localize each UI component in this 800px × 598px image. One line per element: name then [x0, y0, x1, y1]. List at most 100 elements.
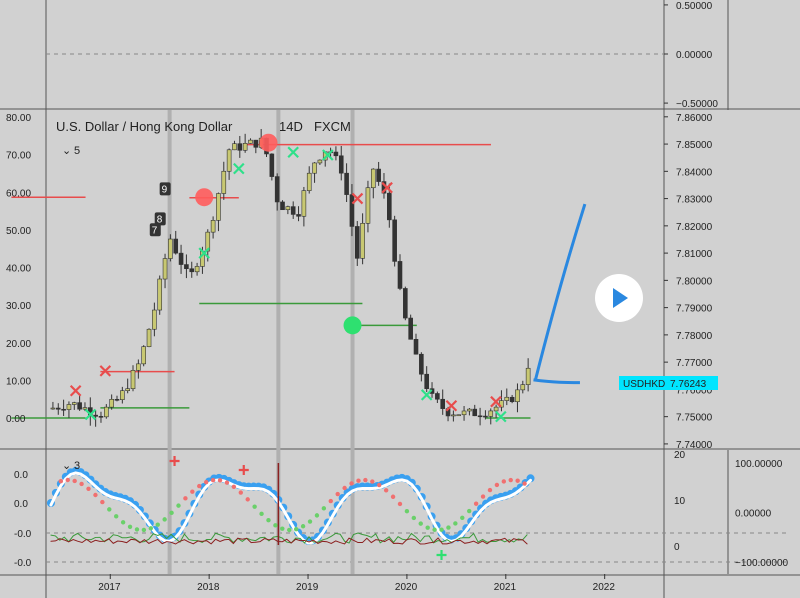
chart-interval: 14D: [279, 119, 303, 134]
candle-body: [189, 268, 195, 273]
osc-mid-tick: 0: [674, 542, 680, 553]
x-tick-label: 2021: [494, 582, 517, 593]
right-tick-label: 7.81000: [676, 249, 713, 260]
event-band: [276, 110, 281, 574]
signal-dot: [183, 496, 188, 501]
candle-body: [274, 176, 280, 203]
candle-body: [280, 201, 285, 211]
count-badge: [154, 212, 166, 226]
sell-x-marker: [445, 399, 458, 412]
candle-body: [520, 384, 526, 391]
candle-body: [488, 410, 494, 417]
signal-dot: [134, 527, 140, 532]
signal-dot: [397, 501, 403, 507]
candle-body: [157, 278, 163, 311]
candle-body: [82, 407, 88, 410]
signal-dot: [487, 487, 493, 493]
signal-dot: [473, 501, 479, 506]
candle-body: [515, 389, 520, 403]
candle-body: [317, 159, 323, 164]
candle-body: [408, 317, 413, 340]
candle-body: [248, 139, 253, 144]
right-tick-label: 7.74000: [676, 440, 713, 451]
osc-collapse-icon[interactable]: ⌄: [62, 460, 71, 472]
candle-body: [349, 194, 355, 227]
candle-body: [226, 149, 232, 172]
candle-body: [104, 406, 109, 418]
candle-body: [152, 309, 157, 330]
signal-dot: [453, 521, 458, 526]
candle-body: [290, 206, 296, 215]
signal-dot: [418, 521, 423, 526]
signal-markers: 78 9: [69, 133, 587, 423]
signal-dot: [79, 481, 84, 487]
candle-body: [354, 226, 360, 259]
right-tick-label: 7.80000: [676, 276, 713, 287]
osc-left-tick: 0.0: [14, 470, 28, 481]
signal-dot: [217, 478, 223, 483]
signal-dot: [515, 478, 520, 483]
candle-body: [253, 139, 259, 148]
candle-body: [493, 406, 499, 412]
candle-body: [184, 264, 189, 270]
event-band: [167, 110, 172, 574]
candle-body: [461, 410, 467, 416]
candle-body: [483, 415, 488, 418]
candle-body: [114, 399, 120, 401]
volume-line-red: [50, 537, 528, 545]
sell-circle-marker: [259, 133, 278, 152]
candle-body: [467, 408, 472, 412]
candle-body: [509, 396, 515, 403]
osc-indicator-count[interactable]: 3: [74, 460, 80, 472]
signal-dot: [231, 484, 237, 490]
osc-left-tick: -0.0: [14, 558, 32, 569]
candle-body: [504, 396, 510, 401]
signal-dot: [467, 508, 472, 514]
signal-dot: [480, 494, 486, 499]
signal-dot: [287, 527, 292, 533]
candle-body: [141, 346, 146, 365]
signal-dot: [148, 526, 154, 531]
volume-line-green: [50, 532, 528, 544]
candle-body: [232, 143, 237, 151]
indicator-collapse-icon[interactable]: ⌄: [62, 145, 71, 157]
count-label: 8: [157, 214, 163, 225]
candle-body: [173, 238, 179, 254]
osc-sell-plus: [238, 465, 249, 475]
signal-dot: [377, 482, 382, 488]
chart-source: FXCM: [314, 119, 351, 134]
count-badge: [149, 223, 161, 237]
candle-body: [424, 373, 429, 389]
candle-body: [365, 187, 371, 224]
signal-dot: [120, 520, 126, 525]
candle-body: [66, 404, 72, 410]
count-label: 7: [152, 225, 158, 236]
candle-body: [392, 219, 397, 262]
candle-body: [370, 168, 376, 189]
candle-body: [435, 393, 440, 400]
sell-x-marker: [381, 181, 393, 194]
play-button[interactable]: [595, 274, 643, 322]
chart-title: U.S. Dollar / Hong Kong Dollar: [56, 119, 233, 134]
candle-body: [387, 192, 392, 221]
signal-dot: [300, 524, 306, 529]
right-tick-label: 7.78000: [676, 331, 713, 342]
buy-circle-marker: [343, 316, 362, 335]
signal-dot: [245, 497, 250, 502]
levels: [11, 143, 531, 419]
indicator-count[interactable]: 5: [74, 145, 80, 157]
buy-x-marker: [287, 146, 299, 159]
candle-body: [312, 162, 317, 174]
last-price-badge: USDHKD 7.76243: [619, 376, 718, 390]
signal-dot: [383, 488, 389, 493]
slow-wave-line: [49, 471, 533, 545]
signal-dot: [100, 499, 105, 505]
signal-dot: [432, 527, 437, 532]
right-tick-label: 7.86000: [676, 113, 713, 124]
candle-body: [146, 328, 152, 347]
osc-right-tick: 100.00000: [735, 459, 783, 470]
x-tick-label: 2019: [296, 582, 319, 593]
candle-body: [162, 258, 168, 280]
osc-left-tick: 0.0: [14, 499, 28, 510]
